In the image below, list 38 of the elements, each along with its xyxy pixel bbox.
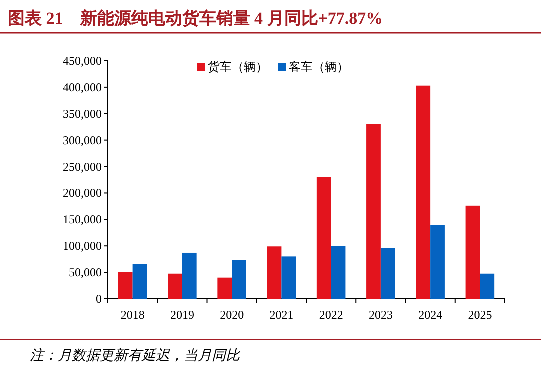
legend-label: 货车（辆） [208, 60, 268, 74]
y-tick-label: 150,000 [63, 212, 102, 227]
y-tick-label: 250,000 [63, 160, 102, 174]
bar [267, 246, 282, 299]
x-tick-label: 2020 [220, 308, 244, 322]
y-tick-label: 100,000 [63, 239, 102, 254]
x-tick-label: 2023 [368, 308, 393, 322]
text: 注：月数据更新有延迟，当月同比 [30, 348, 241, 364]
x-tick-label: 2021 [270, 308, 294, 322]
y-tick-label: 450,000 [63, 54, 102, 68]
bar [218, 278, 232, 299]
bar [182, 252, 197, 299]
y-tick-label: 350,000 [63, 106, 102, 121]
bar [316, 177, 332, 299]
bar [331, 246, 346, 299]
x-tick-label: 2019 [170, 308, 194, 322]
bar [380, 248, 396, 299]
y-tick-label: 0 [96, 292, 102, 306]
bar [366, 124, 381, 299]
x-tick-label: 2025 [468, 308, 492, 322]
bar [232, 260, 246, 299]
bar [168, 274, 182, 299]
bar [466, 206, 480, 299]
bar [430, 225, 445, 299]
x-tick-label: 2022 [319, 308, 344, 322]
y-tick-label: 300,000 [63, 133, 102, 148]
chart-title: 图表 21 新能源纯电动货车销量 4 月同比+77.87% [8, 9, 384, 28]
x-tick-label: 2024 [418, 308, 443, 322]
legend-label: 客车（辆） [289, 60, 349, 74]
x-tick-label: 2018 [120, 308, 145, 322]
bar [118, 272, 133, 299]
bar [480, 274, 495, 299]
bar [132, 264, 148, 299]
y-tick-label: 50,000 [69, 266, 102, 280]
y-tick-label: 400,000 [63, 80, 102, 94]
y-tick-label: 200,000 [63, 186, 102, 200]
bar [282, 256, 296, 299]
bar [416, 86, 431, 299]
